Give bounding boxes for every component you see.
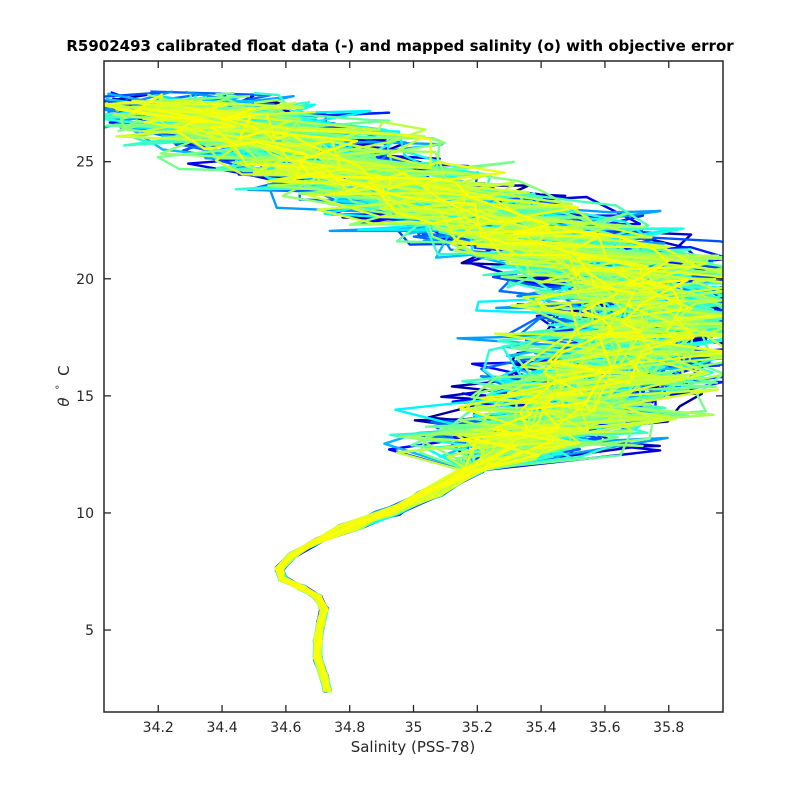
- x-tick-label: 35.6: [589, 720, 620, 736]
- x-tick-label: 34.2: [143, 720, 174, 736]
- y-tick-label: 25: [76, 155, 94, 171]
- profile-series-group: [104, 90, 723, 694]
- y-tick-label: 10: [76, 506, 94, 522]
- x-tick-label: 35.4: [526, 720, 557, 736]
- y-tick-label: 20: [76, 272, 94, 288]
- y-axis-title: θ ° C: [49, 365, 73, 406]
- profile-series-line: [220, 106, 689, 693]
- x-tick-label: 35: [405, 720, 423, 736]
- y-axis-title-degree: °: [55, 385, 66, 390]
- x-axis-title: Salinity (PSS-78): [351, 738, 476, 756]
- y-axis-title-symbol: θ: [55, 397, 73, 406]
- svg-text:θ ° C: θ ° C: [49, 365, 73, 406]
- chart-title: R5902493 calibrated float data (-) and m…: [66, 37, 734, 55]
- x-tick-label: 35.2: [462, 720, 493, 736]
- y-tick-label: 15: [76, 389, 94, 405]
- x-axis: 34.2 34.4 34.6 34.8 35 35.2 35.4 35.6 35.8: [143, 61, 684, 736]
- y-axis: 5 10 15 20 25: [76, 155, 723, 639]
- x-tick-label: 34.6: [270, 720, 301, 736]
- x-tick-label: 34.8: [334, 720, 365, 736]
- plot-area: [103, 60, 724, 713]
- y-axis-title-unit: C: [55, 365, 73, 375]
- y-tick-label: 5: [85, 623, 94, 639]
- profile-series-line: [131, 92, 619, 692]
- x-tick-label: 34.4: [206, 720, 237, 736]
- x-tick-label: 35.8: [653, 720, 684, 736]
